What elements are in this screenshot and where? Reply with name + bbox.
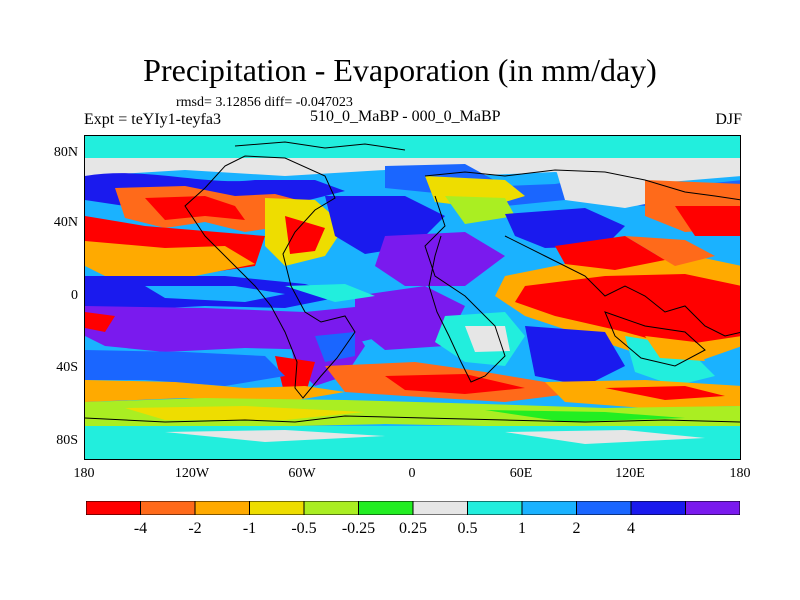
- stats-text: rmsd= 3.12856 diff= -0.047023: [176, 95, 353, 110]
- colorbar-box-4: [303, 501, 359, 515]
- colorbar-label-4: -0.25: [341, 520, 376, 537]
- map-plot: [84, 135, 741, 460]
- colorbar-box-10: [630, 501, 686, 515]
- x-tick-60W: 60W: [288, 466, 316, 481]
- x-tick-180-right: 180: [729, 466, 751, 481]
- coastlines: [85, 141, 740, 423]
- experiment-label: Expt = teYIy1-teyfa3: [84, 111, 221, 128]
- x-tick-120E: 120E: [615, 466, 645, 481]
- x-tick-0: 0: [408, 466, 416, 481]
- colorbar-label-1: -2: [188, 520, 202, 537]
- y-tick-40S: 40S: [56, 360, 78, 375]
- x-tick-60E: 60E: [509, 466, 533, 481]
- colorbar-label-7: 1: [518, 520, 526, 537]
- colorbar-box-6: [412, 501, 468, 515]
- colorbar-box-11: [685, 501, 740, 515]
- colorbar-box-8: [521, 501, 577, 515]
- colorbar-box-1: [140, 501, 196, 515]
- colorbar-label-5: 0.25: [399, 520, 427, 537]
- colorbar-label-9: 4: [627, 520, 635, 537]
- precip-evap-map: [85, 136, 740, 459]
- difference-label: 510_0_MaBP - 000_0_MaBP: [310, 108, 501, 125]
- colorbar: [86, 501, 740, 515]
- colorbar-box-9: [576, 501, 632, 515]
- x-tick-180-left: 180: [73, 466, 95, 481]
- y-tick-0: 0: [71, 288, 78, 303]
- y-tick-80S: 80S: [56, 433, 78, 448]
- colorbar-label-8: 2: [572, 520, 581, 537]
- y-tick-80N: 80N: [53, 145, 78, 160]
- colorbar-box-5: [358, 501, 414, 515]
- colorbar-label-6: 0.5: [457, 520, 478, 537]
- x-tick-120W: 120W: [174, 466, 210, 481]
- colorbar-box-2: [194, 501, 250, 515]
- map-title: Precipitation - Evaporation (in mm/day): [143, 52, 657, 88]
- field-arctic: [85, 136, 740, 158]
- season-label: DJF: [715, 111, 742, 128]
- colorbar-box-7: [467, 501, 523, 515]
- y-tick-40N: 40N: [53, 215, 78, 230]
- colorbar-box-3: [249, 501, 305, 515]
- colorbar-box-0: [86, 501, 141, 515]
- colorbar-label-0: -4: [133, 520, 148, 537]
- colorbar-label-3: -0.5: [291, 520, 317, 537]
- colorbar-label-2: -1: [242, 520, 257, 537]
